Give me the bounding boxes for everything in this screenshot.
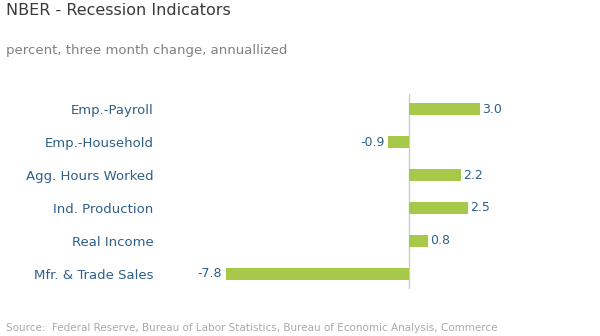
Text: percent, three month change, annuallized: percent, three month change, annuallized — [6, 44, 287, 57]
Text: 0.8: 0.8 — [430, 235, 450, 247]
Text: -7.8: -7.8 — [197, 267, 222, 280]
Text: Source:  Federal Reserve, Bureau of Labor Statistics, Bureau of Economic Analysi: Source: Federal Reserve, Bureau of Labor… — [6, 323, 497, 333]
Bar — [409, 169, 461, 181]
Bar — [409, 103, 479, 116]
Bar — [409, 235, 428, 247]
Text: -0.9: -0.9 — [360, 136, 385, 149]
Bar — [388, 136, 409, 149]
Bar — [409, 202, 468, 214]
Bar — [226, 267, 409, 280]
Text: NBER - Recession Indicators: NBER - Recession Indicators — [6, 3, 231, 18]
Text: 2.2: 2.2 — [463, 169, 483, 181]
Text: 3.0: 3.0 — [482, 103, 502, 116]
Text: 2.5: 2.5 — [470, 202, 490, 214]
